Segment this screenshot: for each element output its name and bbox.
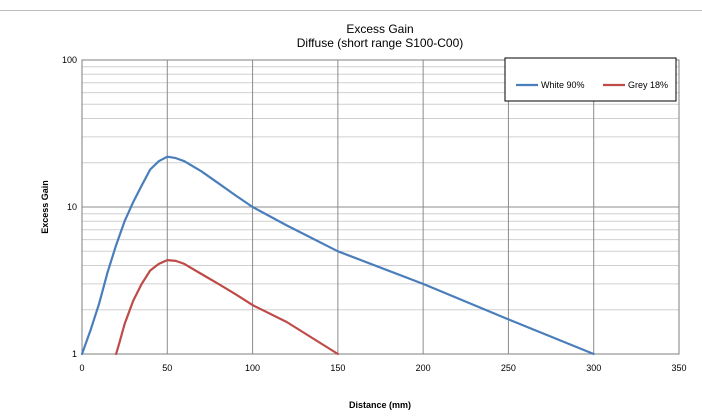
chart-title: Excess Gain	[346, 22, 413, 36]
legend: White 90% Grey 18%	[504, 57, 677, 102]
x-tick-label: 250	[501, 363, 516, 373]
x-tick-label: 350	[671, 363, 686, 373]
series-line-1	[80, 155, 595, 356]
y-tick-label: 10	[67, 202, 77, 212]
x-tick-label: 200	[416, 363, 431, 373]
y-tick-label: 100	[62, 55, 77, 65]
x-tick-label: 300	[586, 363, 601, 373]
legend-label-2: Grey 18%	[628, 80, 668, 90]
top-divider	[0, 10, 702, 11]
y-axis-ticks: 1 10 100	[62, 55, 77, 359]
series-layer	[80, 155, 595, 356]
y-axis-label: Excess Gain	[40, 180, 50, 234]
x-tick-label: 150	[330, 363, 345, 373]
chart-subtitle: Diffuse (short range S100-C00)	[297, 36, 464, 50]
x-axis-label: Distance (mm)	[349, 400, 411, 410]
plot-area	[81, 59, 680, 355]
x-axis-ticks: 0 50 100 150 200 250 300 350	[79, 363, 686, 373]
y-tick-label: 1	[72, 349, 77, 359]
minor-gridlines	[82, 66, 679, 311]
legend-label-1: White 90%	[541, 80, 585, 90]
x-tick-label: 100	[245, 363, 260, 373]
x-tick-label: 50	[162, 363, 172, 373]
legend-box	[504, 57, 677, 102]
x-tick-label: 0	[79, 363, 84, 373]
series-line-2	[115, 259, 339, 356]
